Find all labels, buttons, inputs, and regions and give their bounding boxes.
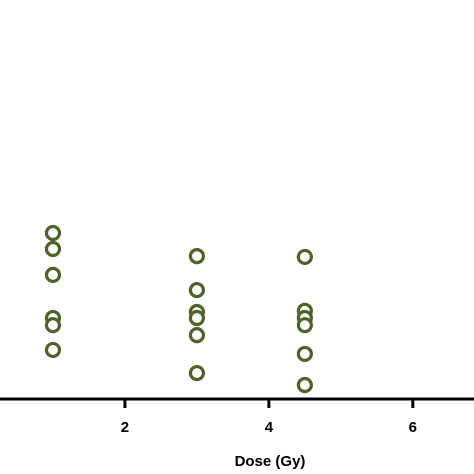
point <box>188 327 206 344</box>
point <box>296 248 313 266</box>
x-tick-label: 6 <box>409 419 417 436</box>
point <box>44 266 62 284</box>
point <box>44 317 62 334</box>
point <box>188 309 206 327</box>
x-tick-label: 2 <box>121 419 129 436</box>
point <box>44 224 62 242</box>
point <box>296 376 313 394</box>
point <box>296 317 313 334</box>
point <box>44 240 62 258</box>
x-tick-label: 4 <box>265 419 274 436</box>
point <box>188 248 206 265</box>
x-axis-label: Dose (Gy) <box>235 453 306 470</box>
point <box>44 341 62 359</box>
point <box>188 281 206 299</box>
point <box>296 345 313 363</box>
point <box>188 364 206 382</box>
